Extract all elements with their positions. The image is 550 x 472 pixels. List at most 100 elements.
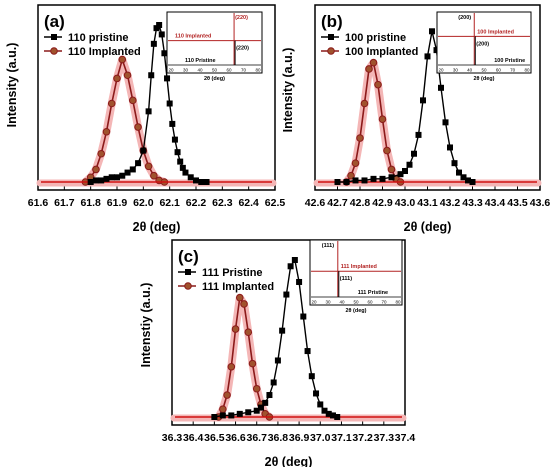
implanted-point	[378, 115, 387, 123]
legend-marker-pristine	[51, 34, 57, 40]
pristine-point	[321, 407, 328, 414]
pristine-point	[148, 72, 155, 79]
pristine-point	[153, 25, 160, 32]
x-tick-label: 36.7	[247, 432, 268, 444]
inset-peak-label-bottom: (111)	[340, 276, 352, 282]
x-tick-label: 43.5	[507, 197, 528, 209]
x-tick-label: 42.9	[372, 197, 393, 209]
x-tick-label: 36.8	[268, 432, 289, 444]
pristine-point	[411, 150, 417, 157]
panel-label: (b)	[321, 12, 343, 31]
implanted-point	[144, 162, 153, 171]
series-line-implanted	[84, 56, 165, 183]
chart-panel-2: 42.6 42.7 42.8 42.9 43.0 43.1 43.2 43.3 43.4 43.5…	[281, 4, 550, 234]
inset-x-tick-label: 30	[183, 68, 189, 73]
pristine-point	[438, 84, 444, 91]
x-tick-label: 62.5	[265, 197, 286, 209]
x-tick-label: 37.2	[352, 432, 373, 444]
pristine-point	[179, 164, 186, 171]
implanted-point	[235, 293, 244, 302]
pristine-point	[415, 131, 422, 138]
legend-marker-implanted	[327, 47, 335, 55]
pristine-point	[164, 75, 171, 82]
inset: 20 30 40 50 60 70 80 2θ (deg) (111) (111) 111 Impl…	[309, 239, 403, 314]
x-tick-label: 43.1	[417, 197, 438, 209]
inset-label-pristine: 110 Pristine	[185, 58, 216, 64]
inset-x-tick-label: 60	[496, 68, 502, 73]
pristine-point	[343, 179, 350, 185]
x-tick-label: 36.5	[204, 432, 225, 444]
implanted-point	[92, 165, 100, 174]
x-tick-label: 42.7	[327, 197, 348, 209]
pristine-point	[270, 379, 277, 386]
x-tick-label: 42.8	[350, 197, 371, 209]
x-tick-label: 43.0	[395, 197, 416, 209]
pristine-point	[334, 414, 341, 420]
pristine-point	[108, 174, 115, 181]
plot-frame	[171, 239, 406, 426]
x-tick-label: 43.3	[462, 197, 483, 209]
x-tick-label: 61.9	[107, 197, 128, 209]
inset-x-tick-label: 40	[467, 68, 473, 73]
pristine-point	[447, 144, 453, 151]
pristine-point	[253, 407, 260, 414]
inset-x-tick-label: 70	[381, 300, 387, 305]
implanted-point	[231, 325, 240, 333]
inset-x-tick-label: 50	[481, 68, 487, 73]
x-tick-label: 62.1	[159, 197, 180, 209]
x-tick-label: 42.6	[305, 197, 326, 209]
implanted-point	[102, 127, 111, 136]
x-tick-label: 43.6	[530, 197, 550, 209]
y-axis-label: Intensity (a.u.)	[5, 43, 19, 128]
plot-frame	[37, 4, 276, 191]
inset-peak-label-bottom: (220)	[236, 46, 249, 52]
pristine-point	[283, 291, 290, 298]
inset-x-tick-label: 30	[453, 68, 459, 73]
inset-x-tick-label: 80	[255, 68, 261, 73]
implanted-point	[134, 123, 142, 131]
pristine-point	[257, 404, 264, 411]
implanted-point	[365, 65, 373, 73]
pristine-point	[442, 119, 449, 126]
implanted-point	[248, 359, 257, 368]
x-tick-label: 43.4	[485, 197, 506, 209]
pristine-point	[420, 97, 426, 104]
pristine-point	[304, 348, 311, 355]
x-tick-label: 36.9	[289, 432, 310, 444]
inset-x-tick-label: 80	[524, 68, 530, 73]
pristine-point	[156, 22, 163, 28]
inset-x-tick-label: 20	[168, 68, 174, 73]
implanted-point	[97, 149, 105, 158]
pristine-point	[174, 149, 181, 156]
inset-label-implanted: 110 Implanted	[175, 34, 211, 40]
legend-label-pristine: 111 Pristine	[202, 267, 263, 279]
implanted-point	[383, 146, 391, 155]
x-tick-label: 37.0	[310, 432, 331, 444]
inset-x-tick-label: 80	[395, 300, 401, 305]
inset-x-label: 2θ (deg)	[345, 308, 366, 314]
pristine-point	[274, 357, 281, 364]
pristine-point	[124, 169, 131, 176]
inset-label-implanted: 100 Implanted	[477, 29, 514, 35]
pristine-point	[171, 136, 178, 143]
pristine-point	[158, 31, 165, 38]
inset-label-implanted: 111 Implanted	[341, 264, 377, 270]
pristine-point	[119, 172, 126, 179]
pristine-point	[228, 412, 235, 419]
pristine-point	[187, 174, 194, 181]
inset-x-tick-label: 40	[339, 300, 345, 305]
implanted-point	[374, 80, 382, 89]
pristine-point	[397, 171, 404, 178]
inset-x-tick-label: 30	[325, 300, 331, 305]
pristine-point	[325, 410, 332, 417]
legend-marker-implanted	[50, 47, 58, 55]
legend-label-implanted: 100 Implanted	[345, 46, 418, 58]
pristine-point	[193, 177, 199, 184]
inset-peak-label-bottom: (200)	[476, 41, 489, 47]
pristine-point	[300, 313, 307, 320]
inset-label-pristine: 111 Pristine	[358, 290, 388, 296]
x-tick-label: 36.4	[183, 432, 204, 444]
implanted-point	[219, 405, 227, 413]
pristine-point	[150, 40, 157, 47]
